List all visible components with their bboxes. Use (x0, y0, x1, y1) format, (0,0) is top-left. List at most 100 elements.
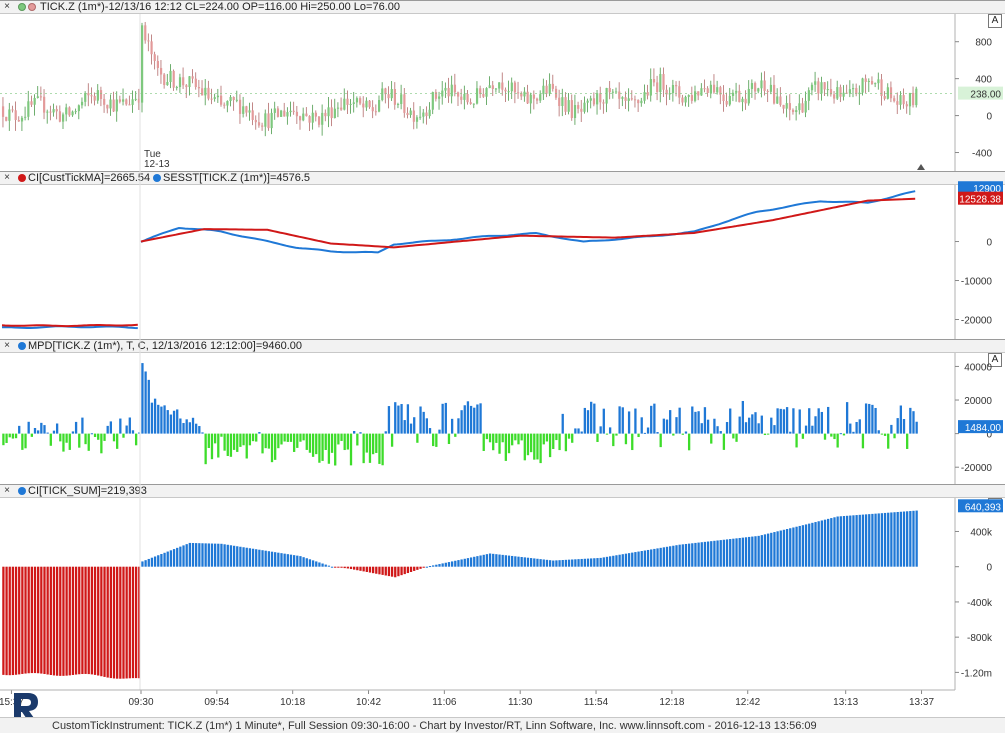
tick-sum-bar (270, 551, 274, 567)
mpd-bar (346, 433, 349, 450)
mpd-bar (520, 433, 523, 441)
pane4-header: × CI[TICK_SUM]=219,393 (0, 484, 1005, 498)
candle-body (434, 92, 438, 99)
tick-sum-bar (71, 566, 75, 675)
mpd-bar (11, 433, 15, 439)
tick-sum-bar (710, 541, 713, 567)
pane1-autoscale-button[interactable]: A (988, 14, 1002, 28)
candle-body (659, 74, 662, 92)
mpd-bar (599, 426, 602, 434)
mpd-bar (621, 407, 624, 434)
tick-sum-bar (814, 522, 817, 567)
mpd-bar (150, 402, 154, 434)
tick-sum-bar (302, 557, 305, 567)
mpd-bar (2, 433, 5, 446)
pane3-close-icon[interactable]: × (4, 340, 10, 351)
tick-sum-bar (37, 566, 40, 674)
tick-sum-bar (561, 560, 564, 567)
tick-sum-bar (267, 551, 270, 567)
tick-sum-bar (618, 554, 621, 567)
pane3-ytick-label: 20000 (964, 396, 992, 407)
mpd-bar (529, 433, 533, 453)
mpd-bar (893, 433, 896, 439)
tick-sum-bar (90, 566, 94, 675)
candle-body (182, 77, 185, 86)
candle-body (788, 103, 791, 110)
tick-sum-bar (324, 564, 327, 567)
pane2-close-icon[interactable]: × (4, 172, 10, 183)
candle-body (267, 113, 270, 129)
tick-sum-bar (337, 566, 340, 568)
tick-sum-bar (482, 554, 485, 567)
mpd-bar (71, 431, 75, 434)
tick-sum-bar (507, 555, 511, 567)
candle-body (352, 102, 355, 104)
candle-body (523, 91, 526, 97)
mpd-bar (264, 433, 267, 449)
tick-sum-bar (836, 516, 839, 567)
tick-sum-bar (422, 566, 425, 568)
candle-body (207, 87, 210, 99)
tick-sum-bar (378, 566, 381, 575)
tick-sum-bar (725, 539, 729, 567)
tick-sum-bar (387, 566, 391, 577)
mpd-bar (122, 433, 125, 438)
mpd-bar (814, 416, 817, 434)
candle-body (776, 96, 779, 104)
pane1-close-icon[interactable]: × (4, 1, 10, 12)
tick-sum-bar (21, 566, 24, 674)
candle-body (24, 116, 27, 118)
tick-sum-bar (220, 543, 223, 567)
mpd-bar (188, 422, 191, 434)
mpd-bar (283, 433, 286, 442)
candle-body (712, 84, 716, 93)
mpd-bar (909, 407, 912, 434)
mpd-bar (18, 425, 21, 434)
candle-body (109, 99, 112, 109)
tick-sum-bar (330, 566, 334, 568)
tick-sum-bar (248, 548, 252, 567)
tick-sum-bar (864, 514, 868, 567)
candle-body (498, 82, 501, 89)
tick-sum-bar (217, 543, 220, 567)
candle-body (621, 97, 624, 99)
pane1-ytick-label: 0 (986, 112, 992, 123)
pane1-last-value: 238.00 (970, 90, 1001, 101)
tick-sum-bar (292, 555, 296, 567)
mpd-bar (631, 433, 634, 451)
candle-body (861, 78, 864, 93)
candle-body (125, 99, 128, 105)
chart-canvas[interactable]: 800 400 0 -400 0 -10000 -20000 40000 20000 0 -2000… (0, 0, 1005, 717)
pane3-autoscale-button[interactable]: A (988, 353, 1002, 367)
mpd-bar (678, 407, 681, 434)
pane4-close-icon[interactable]: × (4, 485, 10, 496)
candle-body (858, 92, 861, 95)
candle-body (649, 79, 652, 96)
candle-body (311, 112, 314, 123)
candle-body (68, 107, 71, 116)
mpd-bar (356, 433, 359, 446)
tick-sum-bar (62, 566, 65, 676)
mpd-bar (479, 403, 482, 434)
candle-body (848, 89, 852, 94)
pane4-last-value-bg (958, 499, 1003, 513)
pane4-ytick-label: -800k (967, 633, 993, 644)
tick-sum-bar (855, 515, 858, 567)
tick-sum-bar (457, 560, 460, 567)
candle-body (374, 111, 378, 113)
mpd-bar (735, 433, 738, 442)
tick-sum-bar (586, 558, 590, 567)
mpd-bar (210, 433, 214, 460)
candle-body (697, 91, 700, 96)
xtick-label: 11:54 (584, 697, 609, 708)
mpd-bar (586, 410, 590, 434)
mpd-bar (533, 433, 536, 460)
tick-sum-bar (567, 559, 571, 567)
candle-body (801, 103, 804, 113)
mpd-bar (874, 407, 877, 434)
mpd-bar (523, 433, 526, 461)
tick-sum-bar (795, 526, 798, 567)
mpd-bar (305, 433, 308, 450)
tick-sum-bar (599, 557, 602, 567)
mpd-bar (615, 433, 618, 436)
